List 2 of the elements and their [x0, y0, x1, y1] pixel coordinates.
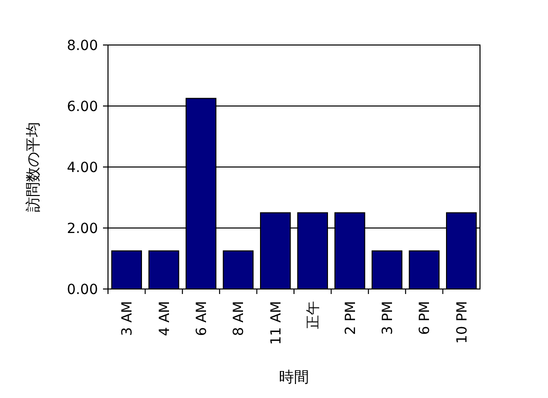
y-axis-title: 訪問数の平均 [24, 122, 42, 212]
x-axis-title: 時間 [279, 368, 309, 386]
